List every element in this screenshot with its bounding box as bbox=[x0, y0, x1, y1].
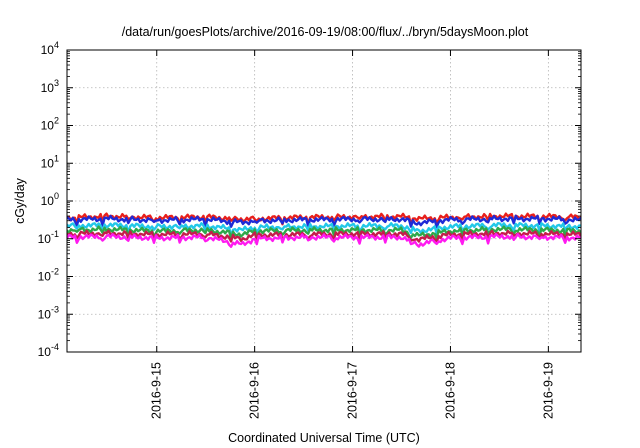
x-tick-label: 2016-9-18 bbox=[443, 362, 457, 419]
ticks bbox=[67, 49, 581, 353]
y-tick-label: 103 bbox=[41, 78, 59, 95]
y-axis-label: cGy/day bbox=[13, 177, 27, 224]
x-tick-label: 2016-9-16 bbox=[248, 362, 262, 419]
y-tick-label: 102 bbox=[41, 116, 59, 133]
x-tick-labels: 2016-9-15 2016-9-16 2016-9-17 2016-9-18 2016… bbox=[150, 362, 556, 419]
y-tick-label: 10-1 bbox=[38, 229, 59, 246]
y-tick-label: 10-3 bbox=[38, 304, 59, 321]
y-tick-label: 10-4 bbox=[38, 342, 59, 359]
series-layer bbox=[67, 212, 581, 248]
y-tick-label: 104 bbox=[41, 40, 59, 57]
y-tick-label: 101 bbox=[41, 153, 59, 170]
series-line bbox=[67, 214, 581, 229]
x-axis-label: Coordinated Universal Time (UTC) bbox=[228, 431, 420, 445]
series-line bbox=[67, 232, 581, 248]
y-tick-label: 10-2 bbox=[38, 267, 59, 284]
y-tick-label: 100 bbox=[41, 191, 59, 208]
grid bbox=[67, 50, 581, 352]
x-tick-label: 2016-9-15 bbox=[150, 362, 164, 419]
y-tick-labels: 10-4 10-3 10-2 10-1 100 101 102 103 104 bbox=[38, 40, 59, 359]
chart-title: /data/run/goesPlots/archive/2016-09-19/0… bbox=[122, 25, 529, 39]
x-tick-label: 2016-9-19 bbox=[541, 362, 555, 419]
series-line bbox=[67, 221, 581, 237]
x-tick-label: 2016-9-17 bbox=[346, 362, 360, 419]
